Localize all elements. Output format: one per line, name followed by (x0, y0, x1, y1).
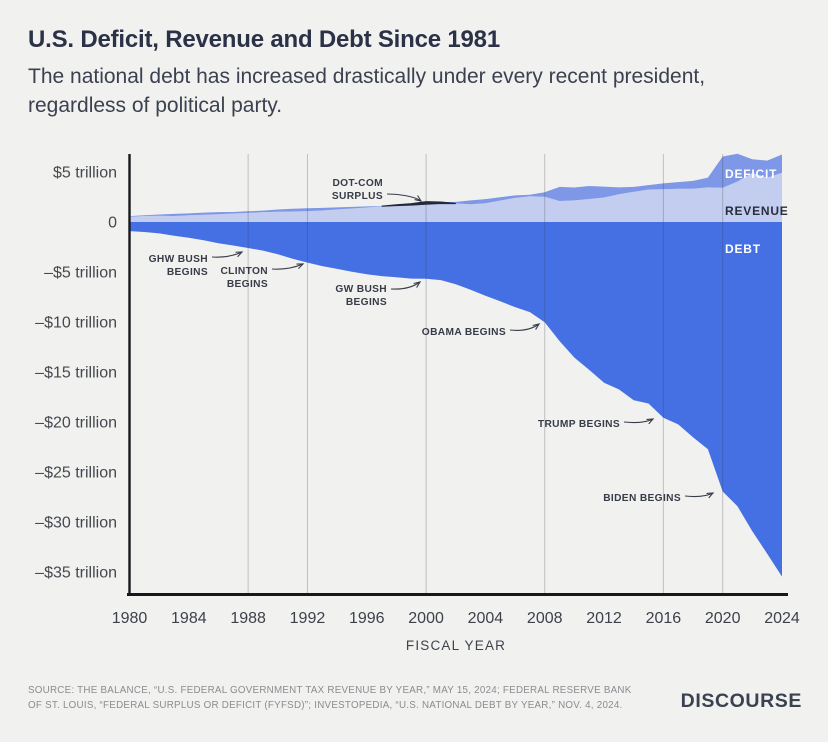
annotation-biden-begins-label: BIDEN BEGINS (603, 493, 681, 504)
annotation-dot-com-surplus-arrow (386, 193, 423, 202)
x-tick-label: 1988 (230, 610, 266, 627)
y-tick-label: –$25 trillion (35, 465, 117, 482)
annotation-trump-begins-arrow (623, 418, 655, 425)
deficit-revenue-debt-chart: $5 trillion 0 –$5 trillion –$10 trillion –$1… (35, 153, 800, 653)
x-tick-label: 2020 (705, 610, 741, 627)
revenue-area (129, 172, 782, 222)
page-title: U.S. Deficit, Revenue and Debt Since 198… (28, 26, 500, 53)
x-tick-label: 1980 (112, 610, 148, 627)
deficit-area (129, 153, 782, 217)
annotation-clinton-begins-label: CLINTON (220, 266, 268, 277)
annotation-gw-bush-begins-label: BEGINS (346, 297, 387, 308)
x-tick-label: 2012 (586, 610, 622, 627)
x-tick-label: 1984 (171, 610, 207, 627)
x-tick-label: 2024 (764, 610, 800, 627)
x-tick-label: 2004 (468, 610, 504, 627)
annotation-dot-com-surplus-label: DOT-COM (332, 178, 383, 189)
annotation-ghw-bush-begins-arrow (211, 251, 244, 258)
annotation-biden-begins-arrow (684, 492, 715, 499)
y-tick-label: –$35 trillion (35, 565, 117, 582)
y-tick-label: –$20 trillion (35, 415, 117, 432)
page-subtitle: The national debt has increased drastica… (28, 65, 706, 117)
area-label-revenue: REVENUE (725, 204, 789, 218)
x-tick-label: 2008 (527, 610, 563, 627)
annotation-clinton-begins-label: BEGINS (227, 279, 268, 290)
source-line-1: SOURCE: THE BALANCE, “U.S. FEDERAL GOVER… (28, 685, 632, 696)
annotation-ghw-bush-begins-label: GHW BUSH (149, 254, 208, 265)
x-tick-label: 2016 (646, 610, 682, 627)
x-tick-label: 2000 (408, 610, 444, 627)
y-tick-label: $5 trillion (53, 165, 117, 182)
annotation-clinton-begins-arrow (271, 263, 305, 270)
annotation-gw-bush-begins-arrow (390, 281, 422, 290)
debt-area (129, 222, 782, 577)
annotation-ghw-bush-begins-label: BEGINS (167, 267, 208, 278)
y-tick-label: 0 (108, 215, 117, 232)
source-note: SOURCE: THE BALANCE, “U.S. FEDERAL GOVER… (28, 684, 632, 713)
annotation-obama-begins-label: OBAMA BEGINS (422, 327, 506, 338)
y-tick-label: –$10 trillion (35, 315, 117, 332)
chart-plot-area: $5 trillion 0 –$5 trillion –$10 trillion –$1… (35, 153, 800, 653)
area-label-debt: DEBT (725, 242, 761, 256)
source-line-2: OF ST. LOUIS, “FEDERAL SURPLUS OR DEFICI… (28, 699, 623, 711)
x-tick-label: 1992 (290, 610, 326, 627)
discourse-logo: DISCOURSE (680, 690, 802, 712)
annotation-gw-bush-begins-label: GW BUSH (335, 284, 387, 295)
y-tick-label: –$30 trillion (35, 515, 117, 532)
annotation-trump-begins-label: TRUMP BEGINS (538, 419, 620, 430)
dot-com-surplus-area (381, 201, 456, 207)
y-tick-label: –$5 trillion (44, 265, 117, 282)
area-label-deficit: DEFICIT (725, 167, 777, 181)
annotation-dot-com-surplus-label: SURPLUS (332, 191, 383, 202)
x-tick-label: 1996 (349, 610, 385, 627)
x-axis-title: FISCAL YEAR (406, 638, 506, 653)
annotation-obama-begins-arrow (509, 323, 541, 331)
y-tick-label: –$15 trillion (35, 365, 117, 382)
